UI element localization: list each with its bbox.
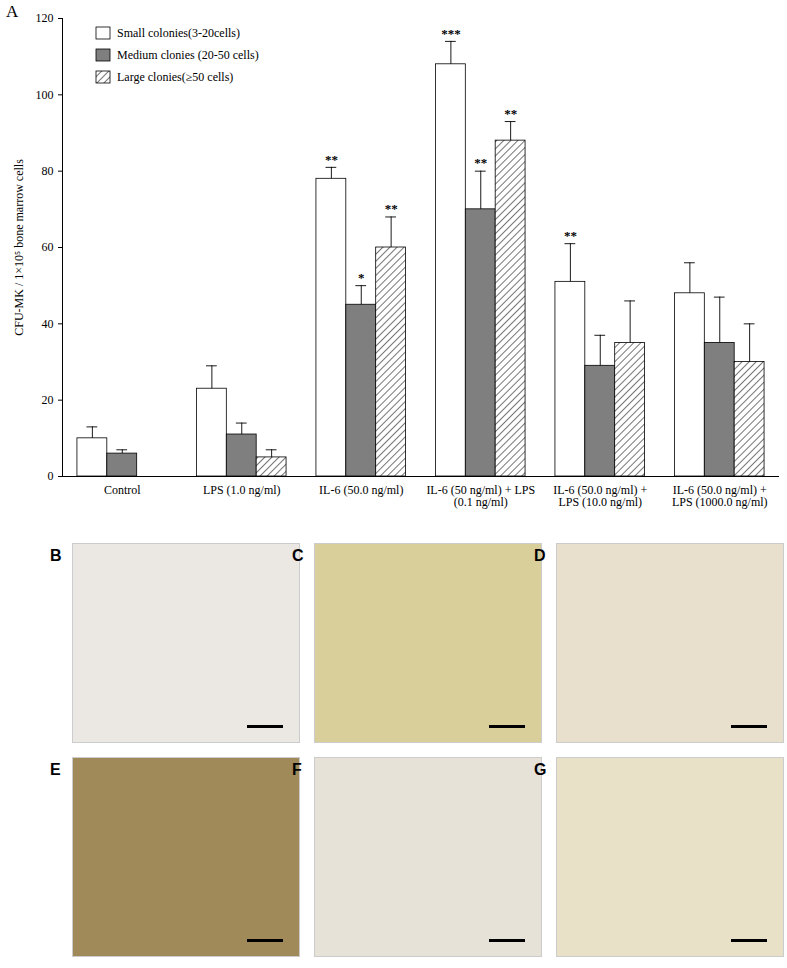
html-text:C: C — [292, 547, 304, 564]
html-text:B: B — [50, 547, 62, 564]
svg-text:IL-6 (50 ng/ml) + LPS(0.1 ng/m: IL-6 (50 ng/ml) + LPS(0.1 ng/ml) — [426, 483, 535, 509]
svg-text:*: * — [358, 270, 365, 285]
svg-text:0: 0 — [48, 469, 54, 483]
svg-text:**: ** — [564, 228, 577, 243]
svg-text:CFU-MK / 1×10⁵ bone marrow cel: CFU-MK / 1×10⁵ bone marrow cells — [12, 159, 26, 336]
svg-text:80: 80 — [42, 164, 54, 178]
svg-text:**: ** — [504, 106, 517, 121]
svg-text:LPS (1.0 ng/ml): LPS (1.0 ng/ml) — [203, 483, 281, 497]
html-text:Large clonies(≥50 cells): Large clonies(≥50 cells) — [117, 69, 234, 84]
svg-text:IL-6 (50.0 ng/ml): IL-6 (50.0 ng/ml) — [319, 483, 403, 497]
svg-text:120: 120 — [36, 11, 54, 25]
html-text:E: E — [50, 761, 61, 778]
svg-text:40: 40 — [42, 317, 54, 331]
html-text:G: G — [534, 761, 547, 778]
html-text:Small colonies(3-20cells): Small colonies(3-20cells) — [117, 25, 240, 40]
html-text:F: F — [292, 761, 302, 778]
svg-text:***: *** — [441, 26, 461, 41]
svg-text:20: 20 — [42, 393, 54, 407]
svg-text:IL-6 (50.0 ng/ml) +LPS (10.0 n: IL-6 (50.0 ng/ml) +LPS (10.0 ng/ml) — [553, 483, 647, 509]
svg-text:100: 100 — [36, 88, 54, 102]
svg-text:Control: Control — [104, 483, 141, 497]
html-text:D: D — [534, 547, 546, 564]
html-text:Medium clonies (20-50 cells): Medium clonies (20-50 cells) — [117, 47, 259, 62]
svg-text:**: ** — [474, 155, 487, 170]
svg-text:IL-6 (50.0 ng/ml) +LPS (1000.0: IL-6 (50.0 ng/ml) +LPS (1000.0 ng/ml) — [672, 483, 768, 509]
svg-text:**: ** — [325, 152, 338, 167]
svg-text:60: 60 — [42, 240, 54, 254]
svg-text:**: ** — [385, 201, 398, 216]
html-text:A: A — [6, 2, 19, 21]
